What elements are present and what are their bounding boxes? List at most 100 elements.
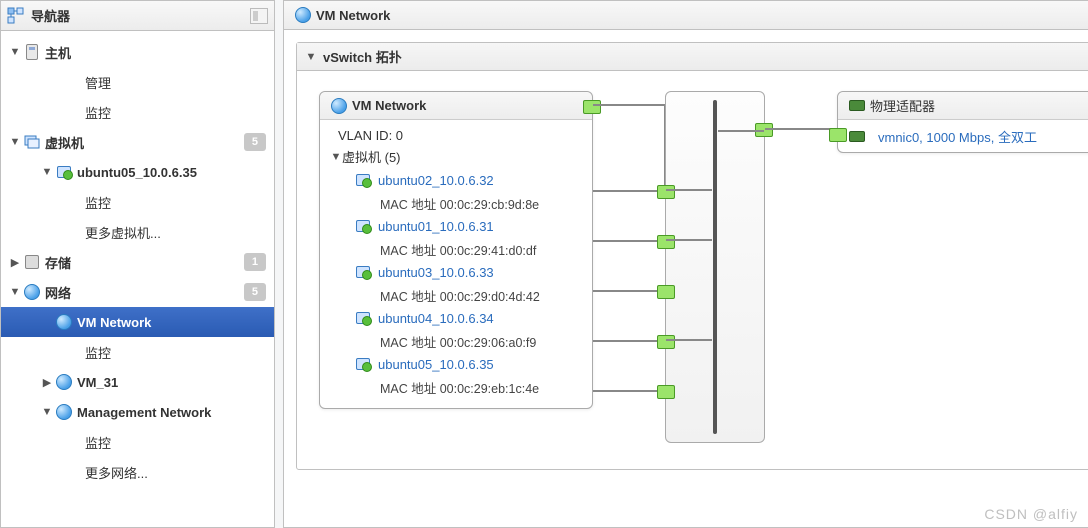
tree-toggle-icon: ▼	[41, 406, 53, 418]
vm-link[interactable]: ubuntu05_10.0.6.35	[352, 352, 582, 376]
connector-col-left	[593, 91, 665, 443]
sidebar-item-label: 更多虚拟机...	[85, 223, 266, 242]
sidebar-item-label: 存储	[45, 253, 244, 272]
topology-header[interactable]: ▼ vSwitch 拓扑	[297, 43, 1088, 71]
vm-entry: ubuntu04_10.0.6.34MAC 地址 00:0c:29:06:a0:…	[330, 306, 582, 352]
sidebar-item-label: 监控	[85, 343, 266, 362]
sidebar-item--[interactable]: ▶ 存储1	[1, 247, 274, 277]
tree-toggle-icon: ▶	[9, 256, 21, 269]
navigator-title: 导航器	[31, 6, 70, 25]
vm-link[interactable]: ubuntu04_10.0.6.34	[352, 306, 582, 330]
vm-icon	[55, 163, 73, 181]
topology-body: VM Network VLAN ID: 0 ▼ 虚拟机 (5) ubuntu02…	[297, 71, 1088, 469]
vm-root-icon	[23, 133, 41, 151]
physical-adapter-title: 物理适配器	[870, 96, 935, 115]
port-icon	[657, 285, 675, 299]
sidebar-item-vm-network[interactable]: VM Network	[1, 307, 274, 337]
vm-entry: ubuntu02_10.0.6.32 MAC 地址 00:0c:29:cb:9d:…	[330, 168, 582, 214]
sidebar-item-label: 虚拟机	[45, 133, 244, 152]
count-badge: 5	[244, 283, 266, 301]
count-badge: 5	[244, 133, 266, 151]
vmnic-link[interactable]: vmnic0, 1000 Mbps, 全双工	[878, 127, 1037, 146]
vm-icon	[354, 355, 372, 373]
sidebar-item--[interactable]: ▼ 主机	[1, 37, 274, 67]
sidebar-item--[interactable]: ▼ 虚拟机5	[1, 127, 274, 157]
switch-branch	[666, 189, 712, 191]
vswitch-backbone	[713, 100, 717, 434]
main-header: VM Network	[283, 0, 1088, 30]
switch-branch	[718, 130, 764, 132]
physical-adapter-card: 物理适配器 vmnic0, 1000 Mbps, 全双工	[837, 91, 1088, 153]
network-icon	[330, 97, 348, 115]
vm-icon	[354, 217, 372, 235]
tree-toggle-icon: ▼	[9, 136, 21, 148]
mac-address: MAC 地址 00:0c:29:eb:1c:4e	[352, 376, 582, 398]
tree-toggle-icon: ▼	[41, 166, 53, 178]
vlan-id-label: VLAN ID: 0	[330, 126, 582, 145]
chevron-down-icon: ▼	[330, 151, 342, 163]
sidebar-item-ubuntu05-10-0-6-35[interactable]: ▼ ubuntu05_10.0.6.35	[1, 157, 274, 187]
sidebar-item--[interactable]: 监控	[1, 427, 274, 457]
sidebar-item--[interactable]: 更多网络...	[1, 457, 274, 487]
vm-link[interactable]: ubuntu03_10.0.6.33	[352, 260, 582, 284]
vswitch-column	[665, 91, 765, 443]
count-badge: 1	[244, 253, 266, 271]
vm-name: ubuntu04_10.0.6.34	[378, 311, 494, 326]
sidebar-item--[interactable]: ▼ 网络5	[1, 277, 274, 307]
sidebar-item--[interactable]: 监控	[1, 97, 274, 127]
mac-address: MAC 地址 00:0c:29:cb:9d:8e	[352, 192, 582, 214]
nic-icon	[848, 127, 866, 145]
vm-link[interactable]: ubuntu02_10.0.6.32	[352, 168, 582, 192]
sidebar-item-label: 主机	[45, 43, 266, 62]
port-icon	[657, 385, 675, 399]
vm-entry: ubuntu03_10.0.6.33 MAC 地址 00:0c:29:d0:4d:…	[330, 260, 582, 306]
sidebar-item-label: Management Network	[77, 405, 266, 420]
content-panel: ▼ vSwitch 拓扑 VM Network VLAN ID: 0 ▼	[283, 30, 1088, 528]
net-icon	[55, 403, 73, 421]
vm-list: ubuntu02_10.0.6.32 MAC 地址 00:0c:29:cb:9d:…	[330, 168, 582, 398]
sidebar-item--[interactable]: 更多虚拟机...	[1, 217, 274, 247]
connector-lines-left	[593, 91, 665, 443]
sidebar-item-management-network[interactable]: ▼ Management Network	[1, 397, 274, 427]
sidebar-item-vm-31[interactable]: ▶VM_31	[1, 367, 274, 397]
tree-toggle-icon: ▼	[9, 286, 21, 298]
vm-entry: ubuntu01_10.0.6.31 MAC 地址 00:0c:29:41:d0:…	[330, 214, 582, 260]
connector-lines-right	[765, 91, 837, 151]
connector-col-right	[765, 91, 837, 151]
sidebar-item-label: 更多网络...	[85, 463, 266, 482]
sidebar-item--[interactable]: 管理	[1, 67, 274, 97]
mac-address: MAC 地址 00:0c:29:41:d0:df	[352, 238, 582, 260]
physical-adapter-header: 物理适配器	[838, 92, 1088, 120]
vm-summary-row[interactable]: ▼ 虚拟机 (5)	[330, 145, 582, 168]
vm-icon	[354, 171, 372, 189]
port-icon	[657, 235, 675, 249]
vm-icon	[354, 309, 372, 327]
sidebar-item--[interactable]: 监控	[1, 337, 274, 367]
port-icon	[829, 128, 847, 142]
sidebar-item--[interactable]: 监控	[1, 187, 274, 217]
storage-icon	[23, 253, 41, 271]
vm-name: ubuntu01_10.0.6.31	[378, 219, 494, 234]
portgroup-card-body: VLAN ID: 0 ▼ 虚拟机 (5) ubuntu02_10.0.6.32 M…	[320, 120, 592, 408]
main-panel: VM Network ▼ vSwitch 拓扑 VM Network	[283, 0, 1088, 528]
vm-name: ubuntu02_10.0.6.32	[378, 173, 494, 188]
vm-link[interactable]: ubuntu01_10.0.6.31	[352, 214, 582, 238]
vm-name: ubuntu03_10.0.6.33	[378, 265, 494, 280]
vm-summary-label: 虚拟机 (5)	[342, 147, 401, 166]
sidebar-item-label: 管理	[85, 73, 266, 92]
portgroup-title: VM Network	[352, 98, 426, 113]
topology-title: vSwitch 拓扑	[323, 47, 402, 66]
net-root-icon	[23, 283, 41, 301]
navigator-tree: ▼主机管理监控▼虚拟机5▼ubuntu05_10.0.6.35监控更多虚拟机..…	[1, 31, 274, 527]
sidebar-item-label: ubuntu05_10.0.6.35	[77, 165, 266, 180]
net-icon	[55, 313, 73, 331]
collapse-sidebar-button[interactable]	[250, 8, 268, 24]
tree-toggle-icon: ▼	[9, 46, 21, 58]
port-icon	[657, 185, 675, 199]
tree-toggle-icon: ▶	[41, 376, 53, 389]
sidebar-item-label: 网络	[45, 283, 244, 302]
portgroup-card-header: VM Network	[320, 92, 592, 120]
mac-address: MAC 地址 00:0c:29:d0:4d:42	[352, 284, 582, 306]
vm-name: ubuntu05_10.0.6.35	[378, 357, 494, 372]
host-icon	[23, 43, 41, 61]
